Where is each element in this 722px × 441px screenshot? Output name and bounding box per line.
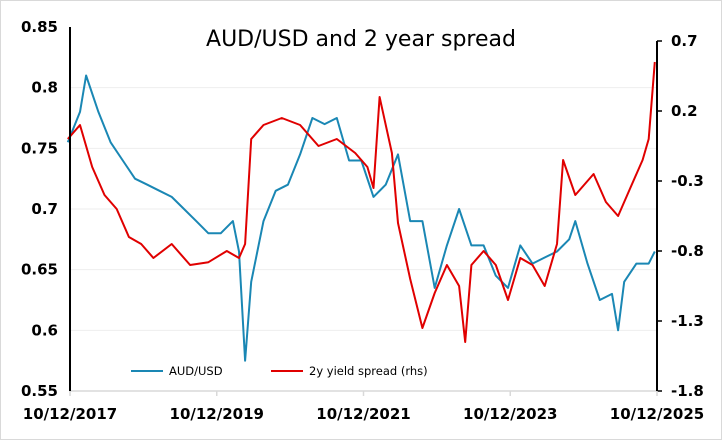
y-left-tick-label: 0.65 [21, 261, 58, 279]
y-left-tick-label: 0.85 [21, 18, 58, 36]
y-left-tick-label: 0.75 [21, 139, 58, 157]
y-right-tick-label: -0.8 [671, 242, 704, 260]
y-left-tick-label: 0.7 [31, 200, 58, 218]
x-tick-label: 10/12/2017 [23, 405, 117, 423]
legend-label-audusd: AUD/USD [169, 364, 223, 378]
x-tick-label: 10/12/2019 [170, 405, 264, 423]
x-tick-label: 10/12/2021 [316, 405, 410, 423]
axes: 0.85 0.8 0.75 0.7 0.65 0.6 0.55 0.7 0.2 -0.3 -0.8 -… [21, 18, 704, 423]
x-tick-label: 10/12/2025 [610, 405, 704, 423]
y-right-tick-label: 0.2 [671, 102, 698, 120]
gridlines [70, 87, 657, 331]
y-left-tick-label: 0.6 [31, 321, 58, 339]
series-line-audusd [66, 74, 656, 362]
legend-label-spread: 2y yield spread (rhs) [309, 364, 428, 378]
y-left-tick-label: 0.55 [21, 382, 58, 400]
y-left-tick-label: 0.8 [31, 79, 58, 97]
series-lines [66, 61, 656, 362]
y-right-tick-label: 0.7 [671, 32, 698, 50]
y-right-tick-label: -1.8 [671, 382, 704, 400]
legend: AUD/USD 2y yield spread (rhs) [131, 364, 428, 378]
y-right-tick-label: -0.3 [671, 172, 704, 190]
chart-title: AUD/USD and 2 year spread [206, 27, 516, 52]
y-right-tick-label: -1.3 [671, 312, 704, 330]
series-line-spread [67, 61, 656, 343]
x-tick-label: 10/12/2023 [463, 405, 557, 423]
